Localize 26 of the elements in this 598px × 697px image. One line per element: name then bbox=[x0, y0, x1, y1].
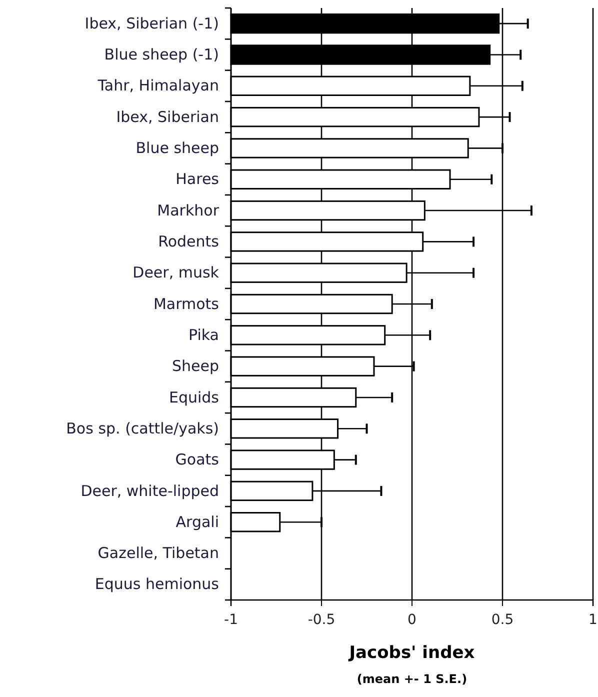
x-tick-label: -0.5 bbox=[308, 612, 336, 628]
x-tick-label: 0.5 bbox=[491, 612, 514, 628]
y-tick-label: Rodents bbox=[158, 232, 220, 250]
x-tick-label: 1 bbox=[588, 612, 598, 628]
y-tick-label: Sheep bbox=[172, 357, 219, 376]
y-tick-label: Ibex, Siberian (-1) bbox=[84, 14, 219, 32]
y-tick-label: Deer, white-lipped bbox=[80, 482, 219, 500]
y-tick-label: Equids bbox=[168, 388, 220, 406]
y-tick-label: Gazelle, Tibetan bbox=[98, 544, 219, 562]
x-tick-label: 0 bbox=[408, 612, 416, 628]
y-tick-label: Blue sheep (-1) bbox=[104, 46, 219, 64]
y-tick-label: Goats bbox=[175, 450, 220, 469]
text: (mean +- 1 S.E.) bbox=[356, 672, 468, 686]
y-tick-label: Equus hemionus bbox=[94, 575, 220, 594]
y-tick-label: Blue sheep bbox=[136, 139, 219, 158]
y-tick-label: Ibex, Siberian bbox=[116, 108, 219, 126]
y-tick-label: Marmots bbox=[153, 294, 220, 313]
y-tick-label: Argali bbox=[176, 512, 219, 531]
y-tick-label: Deer, musk bbox=[132, 264, 220, 282]
y-tick-label: Markhor bbox=[157, 201, 220, 220]
y-tick-label: Pika bbox=[188, 326, 219, 344]
y-tick-label: Bos sp. (cattle/yaks) bbox=[66, 419, 219, 438]
y-tick-label: Hares bbox=[176, 170, 220, 188]
y-tick-label: Tahr, Himalayan bbox=[96, 76, 219, 95]
x-tick-label: -1 bbox=[224, 612, 238, 628]
x-axis-title: Jacobs' index bbox=[348, 643, 475, 663]
